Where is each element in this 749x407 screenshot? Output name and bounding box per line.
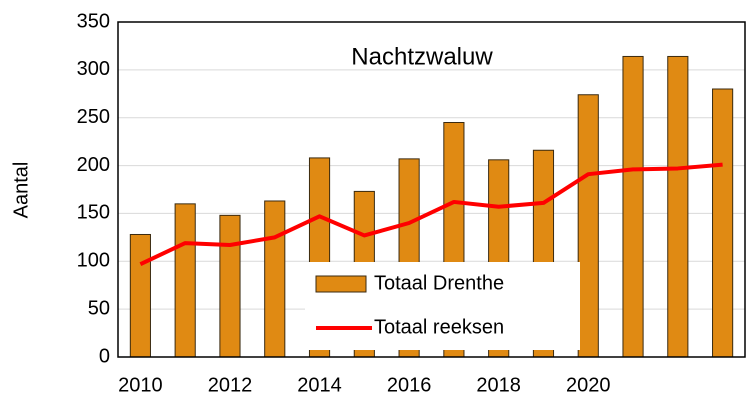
x-tick-label: 2018 <box>476 374 521 396</box>
x-tick-label: 2014 <box>297 374 342 396</box>
y-tick-label: 100 <box>77 250 110 272</box>
bar <box>129 233 151 358</box>
y-tick-label: 300 <box>77 58 110 80</box>
legend-label: Totaal reeksen <box>374 316 504 338</box>
x-tick-label: 2016 <box>387 374 432 396</box>
y-tick-label: 150 <box>77 202 110 224</box>
y-tick-label: 50 <box>88 297 110 319</box>
line <box>139 162 723 266</box>
legend-swatch <box>315 275 367 293</box>
bar <box>264 200 286 358</box>
y-tick-label: 350 <box>77 10 110 32</box>
x-tick-label: 2012 <box>208 374 253 396</box>
bar <box>712 88 734 358</box>
y-tick-label: 250 <box>77 106 110 128</box>
chart-title: Nachtzwaluw <box>351 43 493 70</box>
y-tick-label: 200 <box>77 154 110 176</box>
legend-label: Totaal Drenthe <box>374 272 504 294</box>
x-tick-label: 2010 <box>118 374 163 396</box>
bar <box>174 203 196 358</box>
y-axis-label: Aantal <box>10 162 32 219</box>
y-tick-label: 0 <box>99 345 110 367</box>
bar <box>577 94 599 358</box>
bar <box>219 214 241 358</box>
bar <box>667 55 689 358</box>
bar <box>622 55 644 358</box>
x-tick-label: 2020 <box>566 374 611 396</box>
plot-frame <box>117 21 746 358</box>
